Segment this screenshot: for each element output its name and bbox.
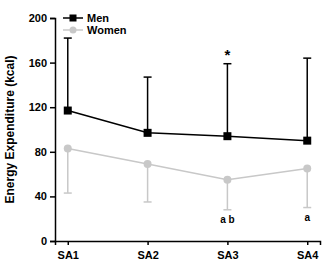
y-tick-label: 80 <box>35 146 47 158</box>
x-tick-mark <box>227 241 229 245</box>
error-bar-stem <box>306 58 308 141</box>
series-line <box>68 111 307 141</box>
error-bar <box>223 180 231 210</box>
error-bar <box>303 169 311 208</box>
y-tick: 80 <box>35 146 55 158</box>
error-bar-cap <box>144 201 152 203</box>
error-bar-cap <box>223 209 231 211</box>
error-bar <box>144 164 152 202</box>
x-tick-label: SA1 <box>58 249 79 261</box>
point <box>64 144 72 152</box>
series-line <box>68 148 307 179</box>
y-tick-mark <box>50 18 55 20</box>
error-bar-stem <box>67 148 69 193</box>
x-axis-line <box>56 242 321 246</box>
error-bar-stem <box>227 180 229 210</box>
x-tick: SA1 <box>58 241 79 261</box>
legend-item: Men <box>63 12 109 24</box>
error-bar-stem <box>227 64 229 136</box>
y-tick-label: 0 <box>41 235 47 247</box>
y-tick: 160 <box>29 57 55 69</box>
point <box>144 160 152 168</box>
point <box>303 137 311 145</box>
legend-item: Women <box>63 24 127 36</box>
y-tick: 0 <box>41 235 55 247</box>
chart: 0 40 80 120 160 200 SA1 SA2 SA3 SA4 Energy Expendi… <box>0 0 330 264</box>
x-tick: SA4 <box>297 241 319 261</box>
error-bar-cap <box>64 37 72 39</box>
y-tick-mark <box>50 152 55 154</box>
y-axis: 0 40 80 120 160 200 <box>29 12 56 247</box>
error-bar-cap <box>64 192 72 194</box>
annotation: * <box>224 46 230 63</box>
x-tick-label: SA3 <box>217 249 238 261</box>
error-bar <box>64 148 72 193</box>
y-axis-line <box>50 19 56 242</box>
error-bar-stem <box>147 77 149 133</box>
x-tick-label: SA4 <box>297 249 319 261</box>
point <box>144 129 152 137</box>
legend-label: Women <box>87 24 127 36</box>
error-bar-stem <box>67 38 69 110</box>
error-bar-cap <box>303 207 311 209</box>
legend: MenWomen <box>63 12 127 36</box>
x-tick-mark <box>68 241 70 245</box>
y-axis-title: Energy Expenditure (kcal) <box>3 55 17 203</box>
series <box>64 144 311 209</box>
error-bar <box>64 38 72 110</box>
plot-area <box>64 38 311 210</box>
error-bar-stem <box>147 164 149 202</box>
annotation: a <box>304 212 310 223</box>
error-bar-cap <box>223 63 231 65</box>
x-tick: SA2 <box>137 241 158 261</box>
point <box>223 132 231 140</box>
error-bar-cap <box>144 76 152 78</box>
y-tick-label: 120 <box>29 101 47 113</box>
y-tick-mark <box>50 62 55 64</box>
error-bar-cap <box>303 57 311 59</box>
point <box>223 176 231 184</box>
y-tick: 200 <box>29 12 55 24</box>
y-tick-mark <box>50 196 55 198</box>
y-tick-mark <box>50 107 55 109</box>
legend-marker <box>70 27 77 34</box>
y-tick: 40 <box>35 190 55 202</box>
x-axis: SA1 SA2 SA3 SA4 <box>56 241 321 261</box>
y-tick-label: 160 <box>29 57 47 69</box>
y-tick-label: 200 <box>29 12 47 24</box>
x-tick-mark <box>147 241 149 245</box>
x-tick-label: SA2 <box>137 249 158 261</box>
y-tick-mark <box>50 241 55 243</box>
y-tick: 120 <box>29 101 55 113</box>
error-bar <box>144 77 152 133</box>
error-bar-stem <box>306 169 308 208</box>
legend-marker <box>70 15 77 22</box>
legend-label: Men <box>87 12 109 24</box>
series <box>64 38 311 145</box>
point <box>64 107 72 115</box>
x-tick: SA3 <box>217 241 238 261</box>
y-tick-label: 40 <box>35 190 47 202</box>
x-tick-mark <box>307 241 309 245</box>
error-bar <box>223 64 231 136</box>
annotation: a b <box>220 214 234 225</box>
point <box>303 165 311 173</box>
error-bar <box>303 58 311 141</box>
